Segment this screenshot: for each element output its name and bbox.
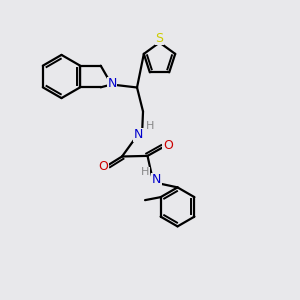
- Text: S: S: [155, 32, 164, 45]
- Text: N: N: [107, 77, 117, 90]
- Text: H: H: [146, 122, 154, 131]
- Text: N: N: [152, 173, 161, 186]
- Text: O: O: [163, 140, 173, 152]
- Text: H: H: [141, 167, 150, 177]
- Text: O: O: [98, 160, 108, 173]
- Text: N: N: [134, 128, 143, 141]
